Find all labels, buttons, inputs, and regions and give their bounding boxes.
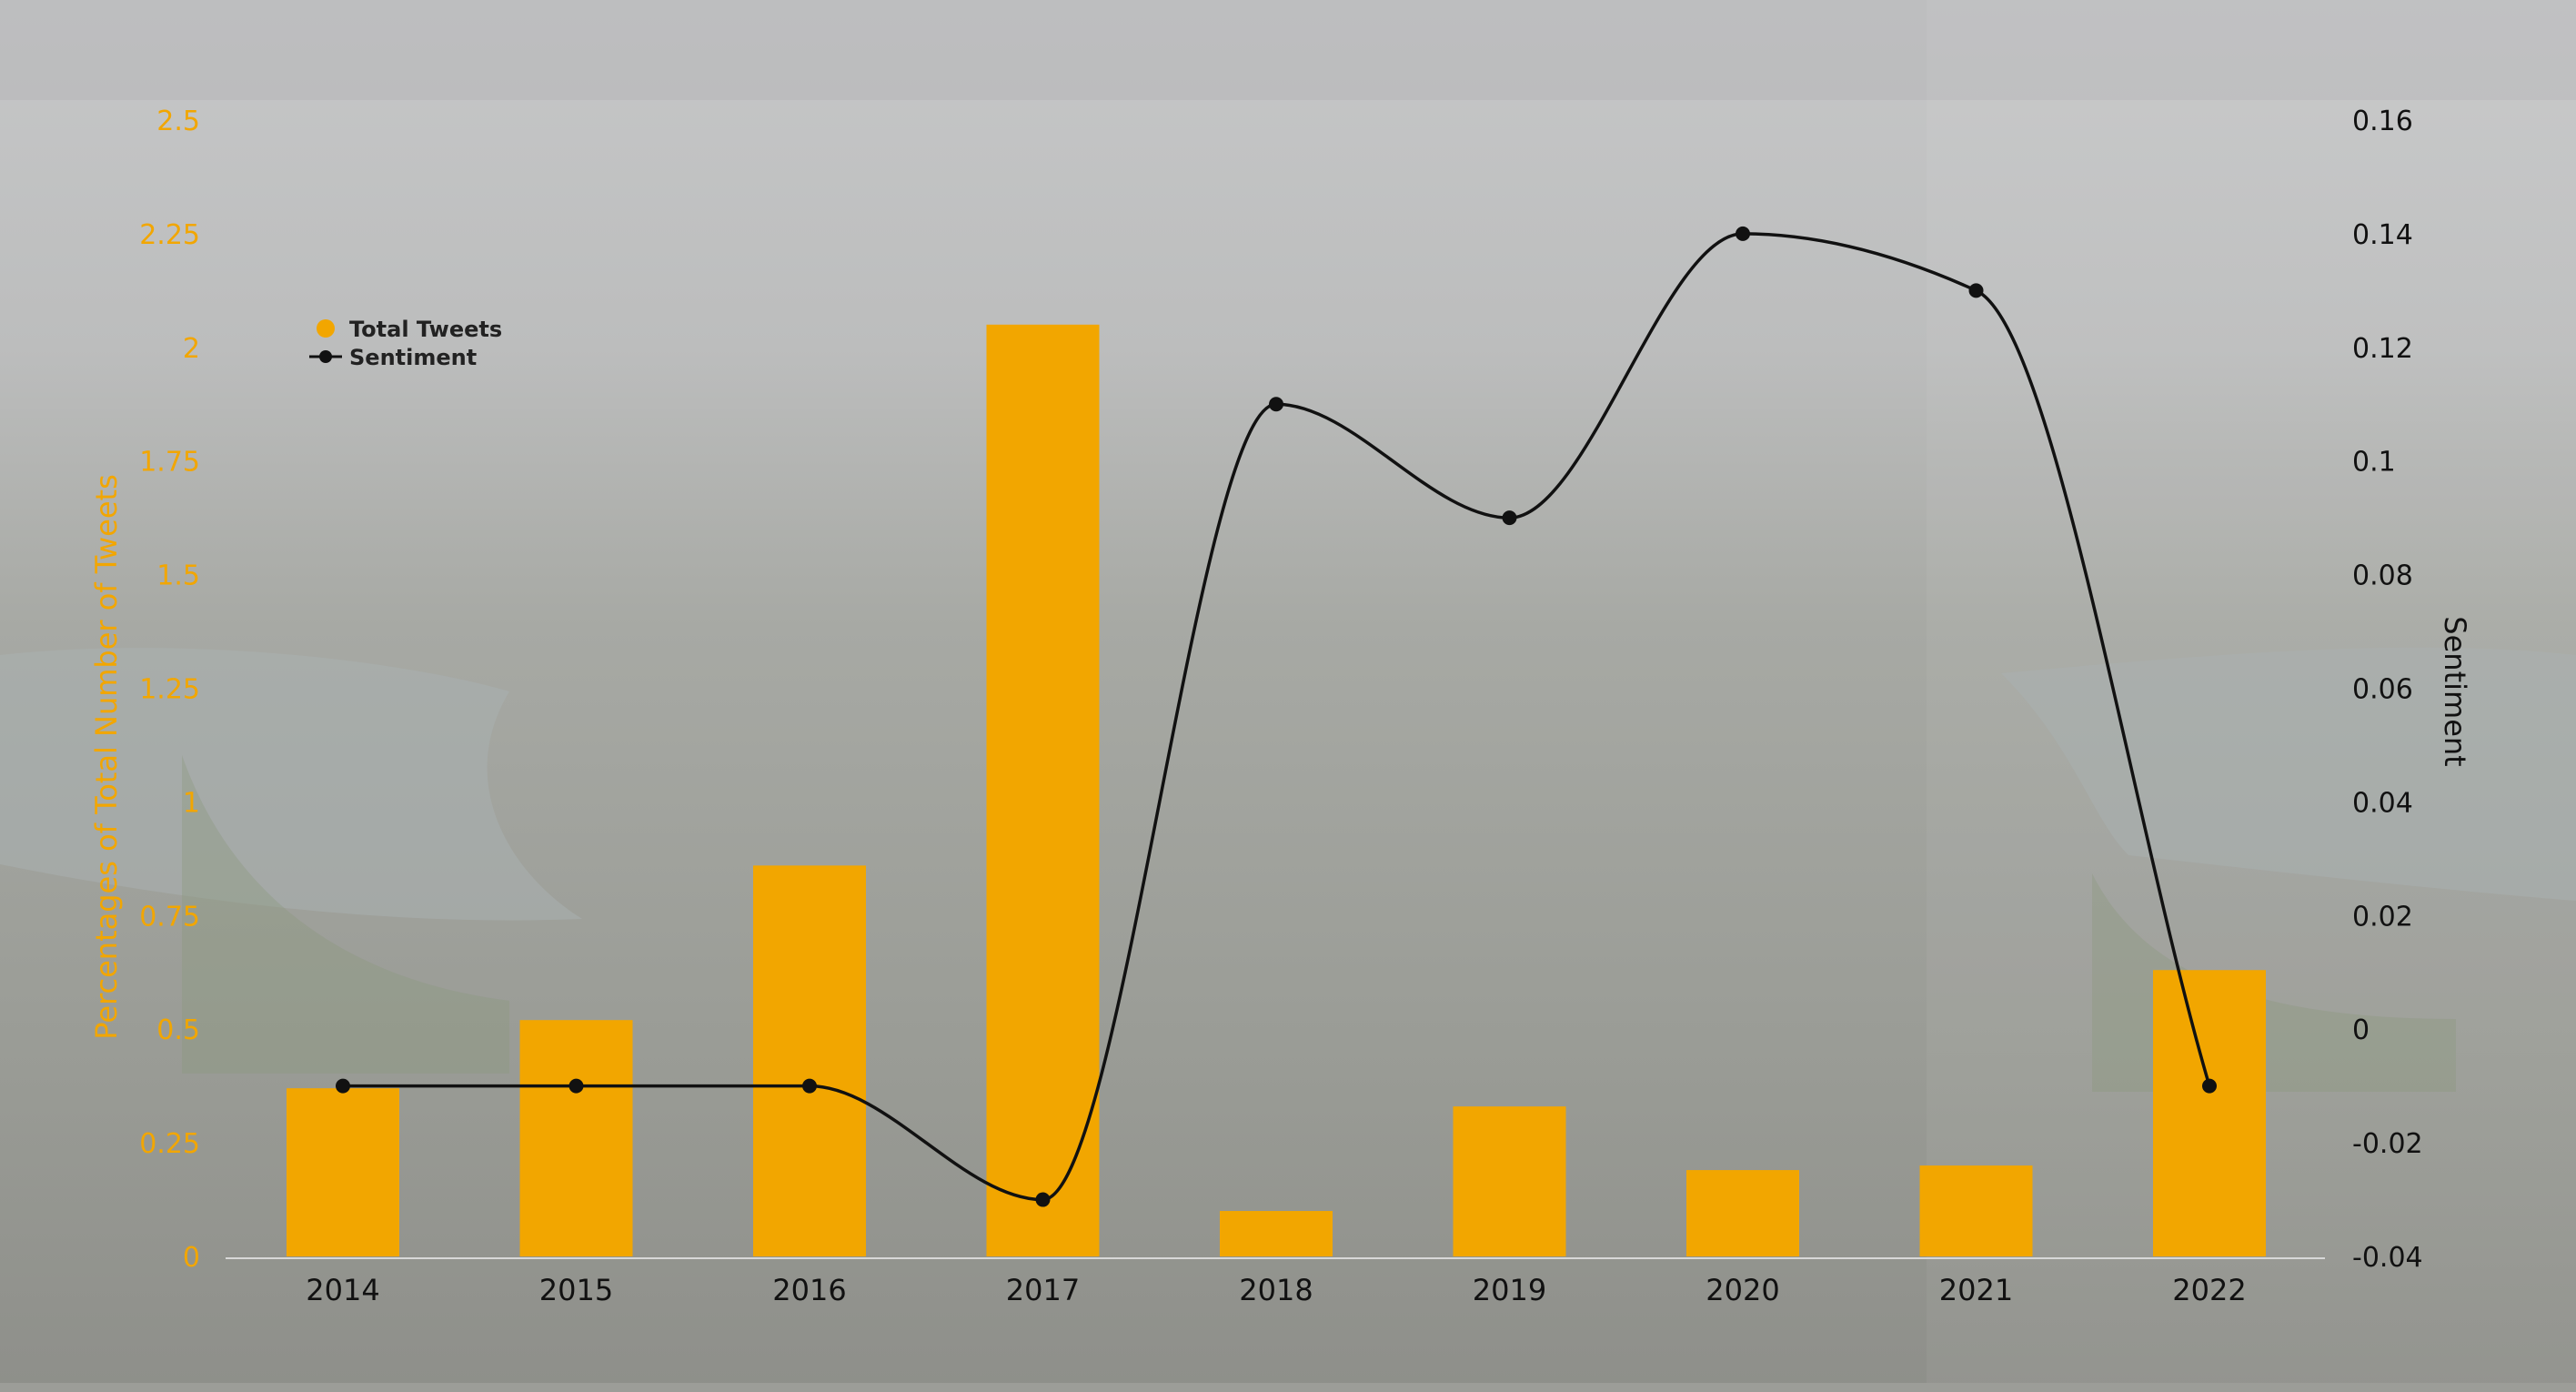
legend-bar-swatch [317,319,335,338]
x-tick-label: 2014 [306,1273,379,1307]
right-tick-label: 0.04 [2352,787,2413,819]
left-tick-label: 1 [183,787,200,819]
left-tick-label: 1.75 [139,447,200,479]
left-tick-label: 0.25 [139,1128,200,1160]
right-tick-label: -0.02 [2352,1128,2423,1160]
legend: Total Tweets Sentiment [309,317,502,370]
sentiment-point-2021 [1968,283,1984,298]
left-tick-label: 0 [183,1242,200,1274]
right-axis-title: Sentiment [2438,616,2472,766]
bar-2016 [753,865,866,1256]
left-axis-title: Percentages of Total Number of Tweets [89,474,124,1040]
left-axis-ticks: 0 0.25 0.5 0.75 1 1.25 1.5 1.75 2 2.25 2.5 [139,106,200,1274]
left-tick-label: 0.5 [156,1014,200,1046]
right-tick-label: 0.16 [2352,106,2413,137]
sentiment-point-2022 [2202,1078,2217,1094]
left-tick-label: 2 [183,333,200,365]
left-tick-label: 2.5 [156,106,200,137]
right-tick-label: 0 [2352,1014,2370,1046]
right-tick-label: 0.1 [2352,447,2396,479]
sentiment-point-2016 [802,1078,817,1094]
sentiment-point-2014 [336,1078,350,1094]
left-tick-label: 0.75 [139,901,200,933]
x-tick-label: 2020 [1706,1273,1779,1307]
bar-2019 [1453,1106,1566,1256]
sentiment-points [336,226,2217,1207]
left-tick-label: 2.25 [139,219,200,251]
right-tick-label: 0.02 [2352,901,2413,933]
x-tick-label: 2019 [1473,1273,1546,1307]
bar-2020 [1686,1170,1799,1256]
sentiment-point-2019 [1502,510,1517,526]
x-tick-label: 2017 [1006,1273,1080,1307]
legend-label-total-tweets: Total Tweets [349,317,502,342]
bar-2018 [1220,1211,1333,1256]
left-tick-label: 1.5 [156,560,200,592]
x-tick-label: 2022 [2172,1273,2246,1307]
bar-series [287,324,2266,1256]
legend-label-sentiment: Sentiment [349,345,477,370]
sentiment-point-2018 [1269,397,1283,412]
right-tick-label: 0.08 [2352,560,2413,592]
sentiment-point-2020 [1736,226,1750,241]
right-tick-label: 0.06 [2352,674,2413,706]
x-axis-ticks: 2014 2015 2016 2017 2018 2019 2020 2021 2022 [306,1273,2246,1307]
x-tick-label: 2015 [539,1273,613,1307]
legend-line-marker [319,350,332,363]
sentiment-point-2015 [569,1078,584,1094]
bar-2014 [287,1088,399,1256]
right-axis-ticks: -0.04 -0.02 0 0.02 0.04 0.06 0.08 0.1 0.12 0.14 0.… [2352,106,2423,1274]
right-tick-label: 0.14 [2352,219,2413,251]
right-tick-label: -0.04 [2352,1242,2423,1274]
bar-2015 [519,1020,633,1256]
x-tick-label: 2018 [1239,1273,1313,1307]
x-tick-label: 2016 [772,1273,846,1307]
bar-2017 [986,324,1100,1256]
right-tick-label: 0.12 [2352,333,2413,365]
left-tick-label: 1.25 [139,674,200,706]
bar-2022 [2153,970,2266,1256]
bar-2021 [1919,1165,2033,1256]
x-tick-label: 2021 [1939,1273,2013,1307]
sentiment-point-2017 [1035,1192,1051,1207]
